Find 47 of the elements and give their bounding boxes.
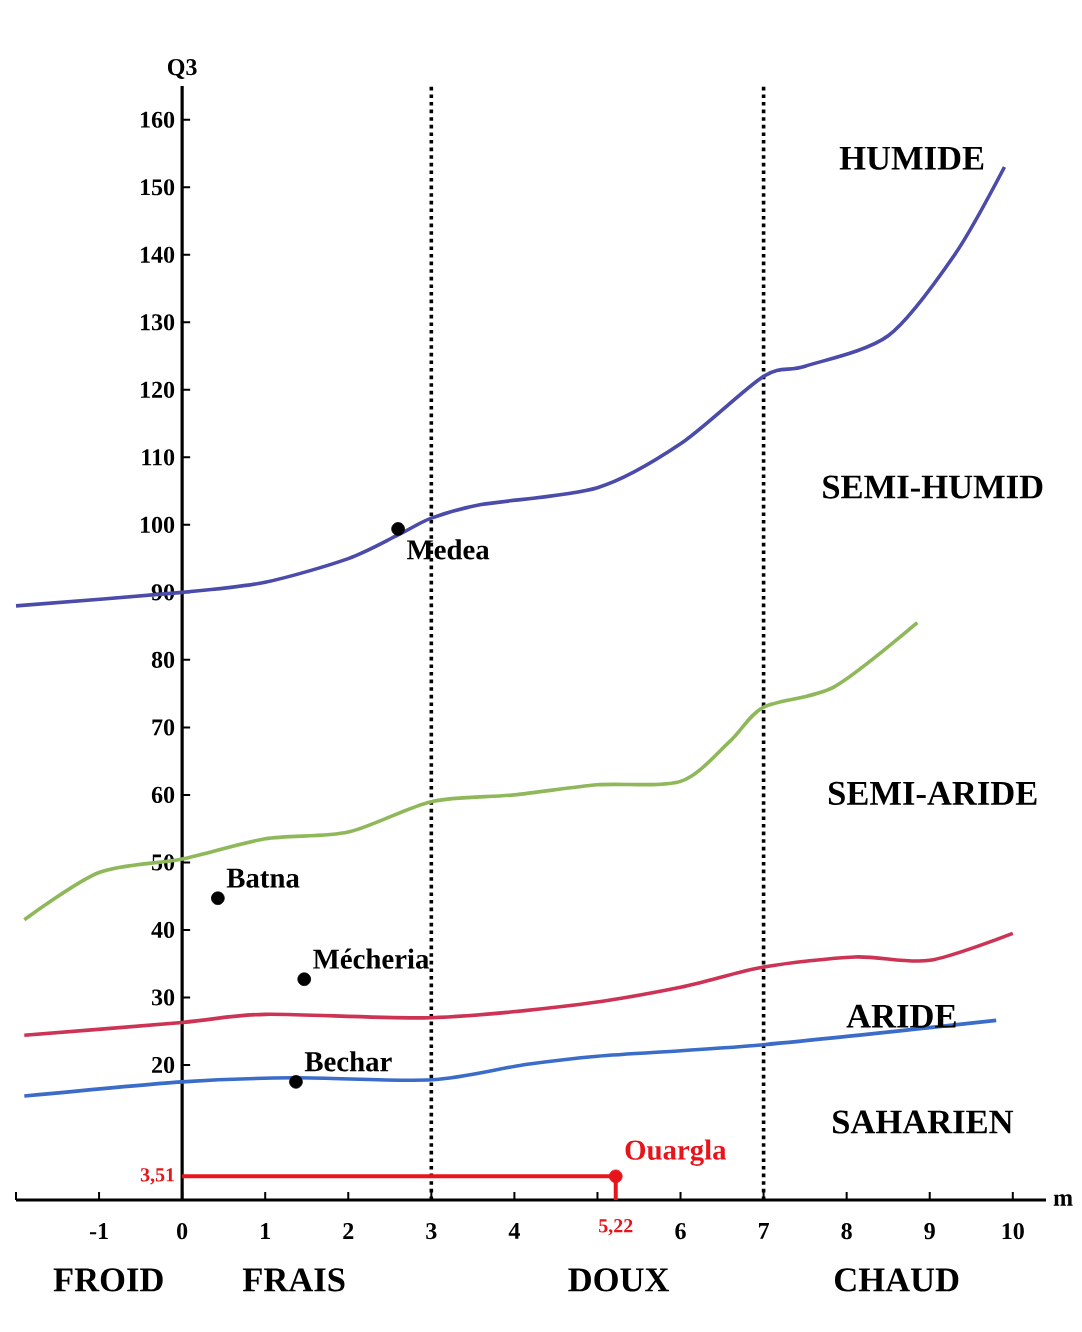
series-label: Bechar [304, 1051, 392, 1072]
point [289, 1075, 303, 1089]
y-tick-label: 130 [140, 314, 175, 331]
annotation: SAHARIEN [833, 1110, 1014, 1134]
x-tick-label: -1 [89, 1223, 108, 1239]
y-tick-label: 80 [151, 651, 175, 668]
y-tick-label: 160 [140, 111, 175, 128]
x-tick-label: 8 [841, 1223, 852, 1240]
y-tick-label: 70 [152, 719, 175, 736]
y-tick-label: 100 [140, 516, 175, 533]
x-tick-label: 3 [426, 1223, 437, 1240]
x-tick-label: 1 [261, 1223, 270, 1239]
y-tick-label: 40 [151, 921, 175, 939]
text: DOUX [568, 1268, 670, 1292]
annotation: ARIDE [846, 1004, 956, 1028]
point [211, 891, 225, 905]
text: FROID [53, 1268, 163, 1292]
series-label: Ouargla [625, 1139, 727, 1166]
x-tick-label: 10 [1002, 1223, 1024, 1240]
y-tick-label: 20 [152, 1056, 175, 1074]
point [297, 972, 312, 987]
y-tick-label: 150 [140, 179, 175, 196]
x-tick-label: 6 [675, 1223, 686, 1240]
text: FRAIS [242, 1268, 345, 1292]
ref-line-label: 5,22 [599, 1219, 633, 1236]
x-axis-title: m [1053, 1194, 1073, 1206]
y-tick-label: 120 [140, 381, 175, 398]
x-tick-label: 0 [177, 1223, 188, 1240]
point [391, 522, 405, 536]
x-tick-label: 7 [758, 1223, 770, 1239]
series-label: Batna [226, 868, 300, 888]
ref-line-label: 3,51 [140, 1168, 175, 1185]
series-label: Mécheria [313, 948, 429, 969]
y-tick-label: 60 [151, 786, 175, 803]
annotation: HUMIDE [839, 146, 984, 170]
x-tick-label: 2 [343, 1223, 354, 1239]
annotation: SEMI-ARIDE [828, 781, 1037, 805]
text: CHAUD [834, 1268, 959, 1292]
y-tick-label: 110 [142, 449, 175, 466]
point [608, 1169, 623, 1184]
x-tick-label: 9 [924, 1223, 935, 1240]
y-tick-label: 140 [140, 246, 175, 263]
series-label: Medea [407, 539, 490, 560]
y-tick-label: 30 [151, 989, 175, 1006]
y-axis-title: Q3 [167, 59, 197, 79]
x-tick-label: 4 [508, 1223, 520, 1239]
annotation: SEMI-HUMID [823, 475, 1043, 499]
